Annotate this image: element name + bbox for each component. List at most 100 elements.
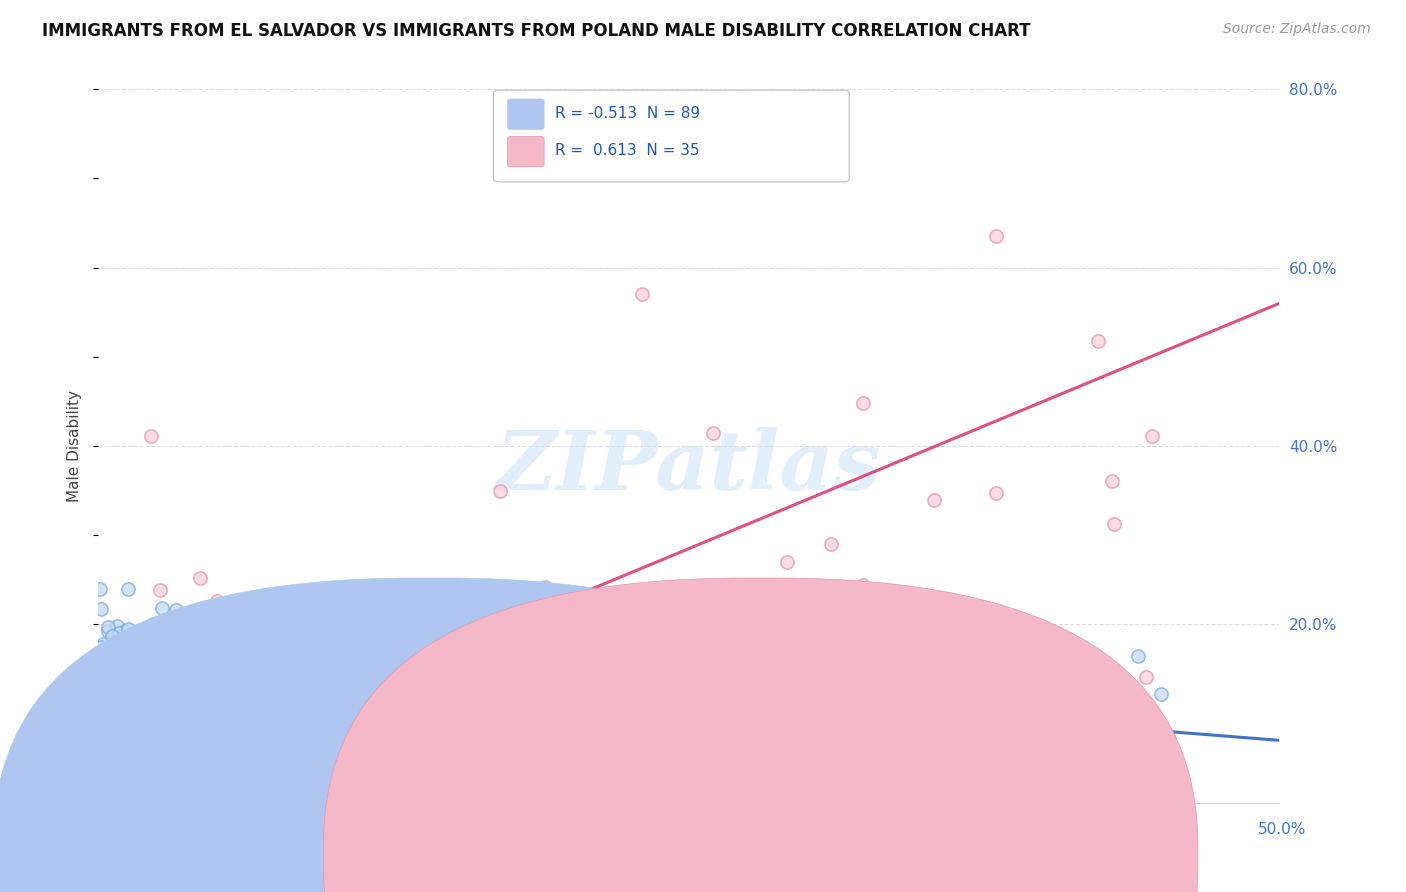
- Point: [127, 630, 149, 644]
- Text: ZIPatlas: ZIPatlas: [496, 427, 882, 508]
- Text: R = -0.513  N = 89: R = -0.513 N = 89: [555, 106, 700, 120]
- Point: [1150, 687, 1173, 701]
- Point: [485, 581, 508, 595]
- Point: [1076, 671, 1098, 685]
- Point: [243, 641, 266, 656]
- Point: [105, 619, 128, 633]
- Point: [235, 706, 257, 721]
- Point: [212, 635, 235, 649]
- Point: [1046, 689, 1069, 703]
- Point: [97, 624, 120, 638]
- Point: [157, 647, 180, 661]
- Point: [630, 287, 652, 301]
- Point: [201, 603, 224, 617]
- Point: [1126, 648, 1149, 663]
- Point: [166, 673, 188, 687]
- Point: [105, 706, 128, 720]
- Text: R =  0.613  N = 35: R = 0.613 N = 35: [555, 144, 700, 158]
- Point: [90, 602, 112, 616]
- Point: [180, 662, 202, 676]
- Point: [136, 751, 159, 765]
- Point: [145, 677, 167, 691]
- Point: [135, 676, 157, 690]
- Point: [97, 647, 120, 661]
- Point: [776, 555, 799, 569]
- Point: [242, 716, 264, 731]
- Point: [319, 708, 342, 723]
- Point: [245, 661, 267, 675]
- Point: [463, 690, 485, 705]
- Point: [426, 631, 449, 645]
- Point: [849, 657, 872, 671]
- Point: [103, 628, 125, 642]
- Point: [249, 594, 271, 608]
- Point: [820, 537, 842, 551]
- Y-axis label: Male Disability: Male Disability: [67, 390, 83, 502]
- Point: [551, 751, 574, 765]
- Point: [1135, 670, 1157, 684]
- Point: [922, 492, 945, 507]
- Point: [139, 428, 162, 442]
- Text: Immigrants from El Salvador: Immigrants from El Salvador: [457, 849, 676, 863]
- Point: [702, 425, 724, 440]
- Point: [165, 609, 187, 624]
- Point: [90, 672, 112, 686]
- Point: [156, 638, 179, 652]
- Point: [917, 714, 939, 729]
- Point: [382, 674, 405, 689]
- Point: [173, 683, 195, 698]
- Text: Immigrants from Poland: Immigrants from Poland: [787, 849, 972, 863]
- Point: [165, 728, 187, 742]
- Text: Source: ZipAtlas.com: Source: ZipAtlas.com: [1223, 22, 1371, 37]
- Point: [554, 728, 576, 742]
- Point: [754, 696, 776, 710]
- Point: [150, 600, 173, 615]
- Point: [960, 668, 983, 682]
- Point: [156, 670, 179, 684]
- Point: [117, 622, 139, 636]
- Point: [114, 624, 136, 638]
- Text: IMMIGRANTS FROM EL SALVADOR VS IMMIGRANTS FROM POLAND MALE DISABILITY CORRELATIO: IMMIGRANTS FROM EL SALVADOR VS IMMIGRANT…: [42, 22, 1031, 40]
- Point: [1101, 474, 1123, 488]
- Point: [207, 629, 229, 643]
- Point: [1140, 428, 1163, 442]
- Point: [276, 639, 298, 653]
- Point: [91, 637, 114, 651]
- Point: [108, 691, 131, 706]
- Point: [177, 619, 200, 633]
- Point: [114, 700, 136, 714]
- Point: [186, 671, 208, 685]
- Point: [105, 660, 128, 674]
- Point: [851, 705, 873, 719]
- Point: [205, 594, 228, 608]
- Point: [863, 696, 886, 710]
- Point: [121, 651, 143, 665]
- Point: [149, 583, 172, 598]
- Point: [852, 396, 875, 410]
- Point: [533, 580, 555, 594]
- Point: [294, 640, 316, 655]
- Point: [516, 663, 538, 677]
- Point: [544, 644, 567, 658]
- Point: [162, 673, 184, 688]
- Point: [915, 657, 938, 671]
- Point: [111, 657, 134, 671]
- Point: [166, 657, 188, 671]
- Point: [179, 651, 201, 665]
- Point: [89, 582, 111, 597]
- Point: [172, 702, 194, 716]
- Point: [100, 629, 122, 643]
- Point: [488, 638, 510, 652]
- Point: [1067, 725, 1090, 739]
- Point: [671, 723, 693, 737]
- Point: [524, 737, 547, 751]
- Point: [156, 666, 179, 681]
- Point: [685, 673, 707, 688]
- Text: 0.0%: 0.0%: [100, 822, 139, 837]
- Point: [654, 632, 676, 646]
- Point: [138, 673, 160, 687]
- Point: [228, 699, 250, 714]
- Point: [152, 651, 174, 665]
- Point: [115, 640, 138, 655]
- Point: [489, 483, 512, 498]
